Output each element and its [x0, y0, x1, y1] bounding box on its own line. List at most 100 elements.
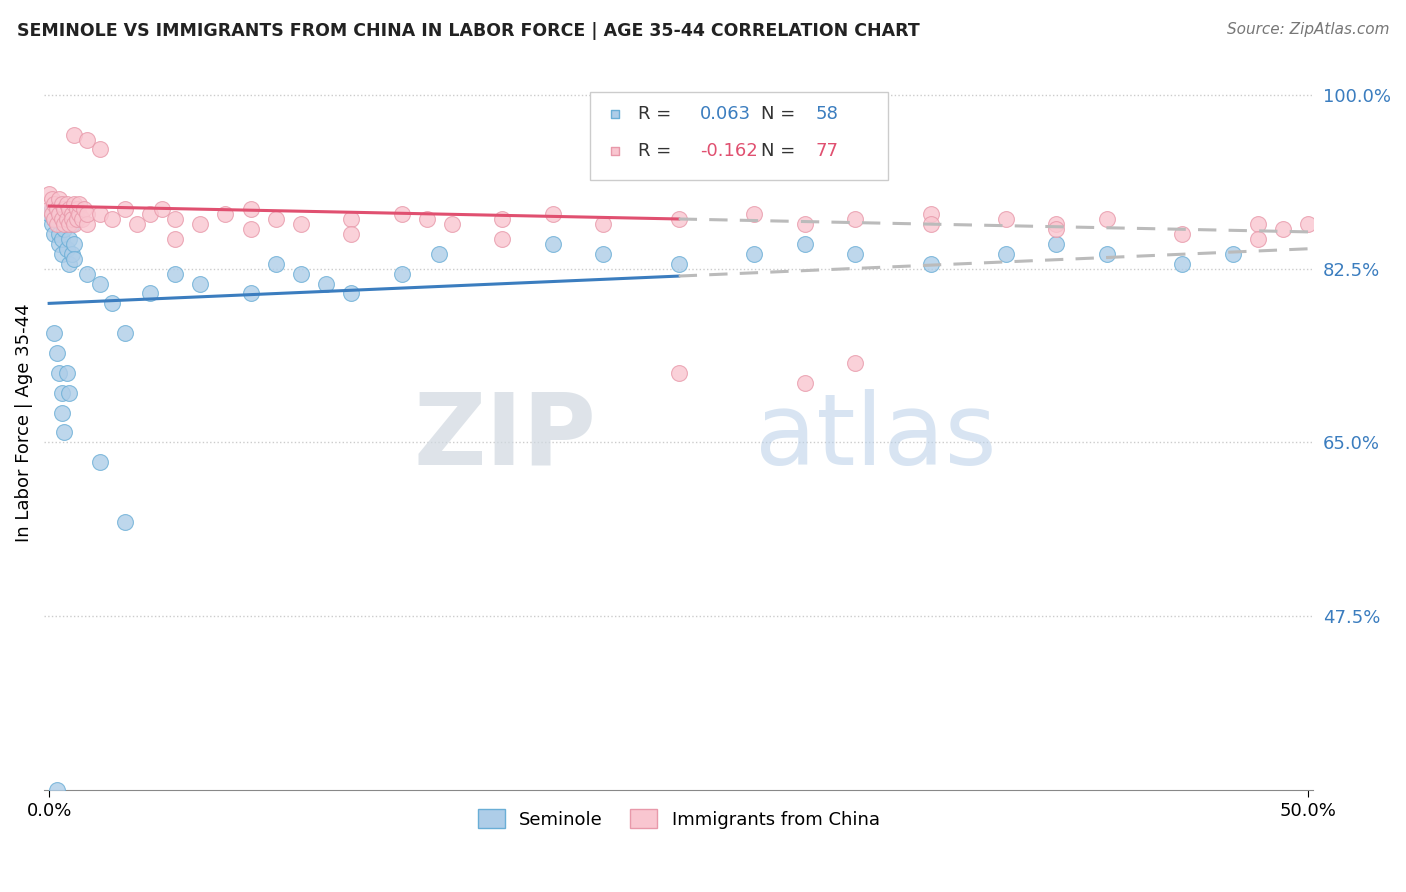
- Point: [290, 217, 312, 231]
- Point: [188, 217, 211, 231]
- Text: ZIP: ZIP: [413, 389, 596, 486]
- Point: [48, 236, 70, 251]
- Point: [70, 211, 93, 226]
- Point: [1222, 246, 1244, 260]
- Point: [101, 211, 124, 226]
- Point: [391, 267, 413, 281]
- Point: [89, 143, 111, 157]
- Point: [1247, 232, 1270, 246]
- Point: [1247, 217, 1270, 231]
- Point: [89, 207, 111, 221]
- Point: [45, 197, 67, 211]
- Text: -0.162: -0.162: [700, 142, 758, 160]
- Point: [60, 207, 83, 221]
- Text: atlas: atlas: [755, 389, 997, 486]
- Point: [53, 425, 76, 440]
- Point: [920, 217, 942, 231]
- Point: [1171, 217, 1194, 231]
- Point: [41, 202, 63, 216]
- Point: [55, 211, 77, 226]
- Point: [51, 385, 73, 400]
- Point: [63, 197, 86, 211]
- Point: [114, 326, 136, 341]
- Point: [1095, 246, 1118, 260]
- Point: [793, 236, 815, 251]
- Text: R =: R =: [638, 105, 678, 123]
- Point: [239, 286, 262, 301]
- Point: [742, 246, 765, 260]
- Point: [51, 232, 73, 246]
- Point: [48, 192, 70, 206]
- Point: [44, 326, 66, 341]
- Point: [41, 217, 63, 231]
- Point: [264, 257, 287, 271]
- Point: [51, 246, 73, 260]
- Point: [541, 207, 564, 221]
- Point: [38, 187, 60, 202]
- Point: [844, 246, 866, 260]
- Point: [66, 202, 89, 216]
- Point: [742, 207, 765, 221]
- Point: [76, 132, 98, 146]
- Point: [76, 207, 98, 221]
- Point: [920, 207, 942, 221]
- Point: [165, 211, 187, 226]
- Point: [139, 286, 162, 301]
- Point: [290, 267, 312, 281]
- Point: [127, 217, 149, 231]
- Point: [63, 236, 86, 251]
- Point: [53, 222, 76, 236]
- Point: [1045, 236, 1067, 251]
- Point: [793, 376, 815, 390]
- Point: [1272, 222, 1295, 236]
- Point: [48, 366, 70, 380]
- Point: [89, 455, 111, 469]
- Point: [114, 202, 136, 216]
- Point: [188, 277, 211, 291]
- Point: [76, 267, 98, 281]
- Point: [214, 207, 236, 221]
- Point: [45, 783, 67, 797]
- Point: [592, 217, 614, 231]
- Point: [429, 246, 451, 260]
- Point: [53, 217, 76, 231]
- Point: [844, 356, 866, 370]
- Point: [1171, 167, 1194, 181]
- Point: [920, 257, 942, 271]
- Point: [63, 252, 86, 266]
- Point: [1095, 211, 1118, 226]
- Point: [44, 227, 66, 241]
- Point: [41, 207, 63, 221]
- Point: [58, 257, 80, 271]
- Point: [44, 211, 66, 226]
- Point: [152, 202, 174, 216]
- Point: [165, 267, 187, 281]
- Text: 0.063: 0.063: [700, 105, 751, 123]
- Point: [264, 211, 287, 226]
- Text: N =: N =: [761, 105, 801, 123]
- Point: [45, 346, 67, 360]
- Point: [48, 227, 70, 241]
- Point: [995, 246, 1018, 260]
- Point: [44, 197, 66, 211]
- Point: [491, 211, 513, 226]
- Point: [793, 217, 815, 231]
- Point: [1296, 217, 1319, 231]
- Point: [668, 211, 690, 226]
- Point: [44, 211, 66, 226]
- Point: [315, 277, 337, 291]
- Text: Source: ZipAtlas.com: Source: ZipAtlas.com: [1226, 22, 1389, 37]
- Point: [340, 286, 363, 301]
- Point: [67, 197, 90, 211]
- Point: [45, 202, 67, 216]
- Point: [1171, 257, 1194, 271]
- Point: [391, 207, 413, 221]
- Point: [60, 211, 83, 226]
- Point: [58, 202, 80, 216]
- Point: [668, 366, 690, 380]
- Point: [139, 207, 162, 221]
- Point: [89, 277, 111, 291]
- Point: [239, 202, 262, 216]
- Point: [416, 211, 439, 226]
- Point: [1045, 222, 1067, 236]
